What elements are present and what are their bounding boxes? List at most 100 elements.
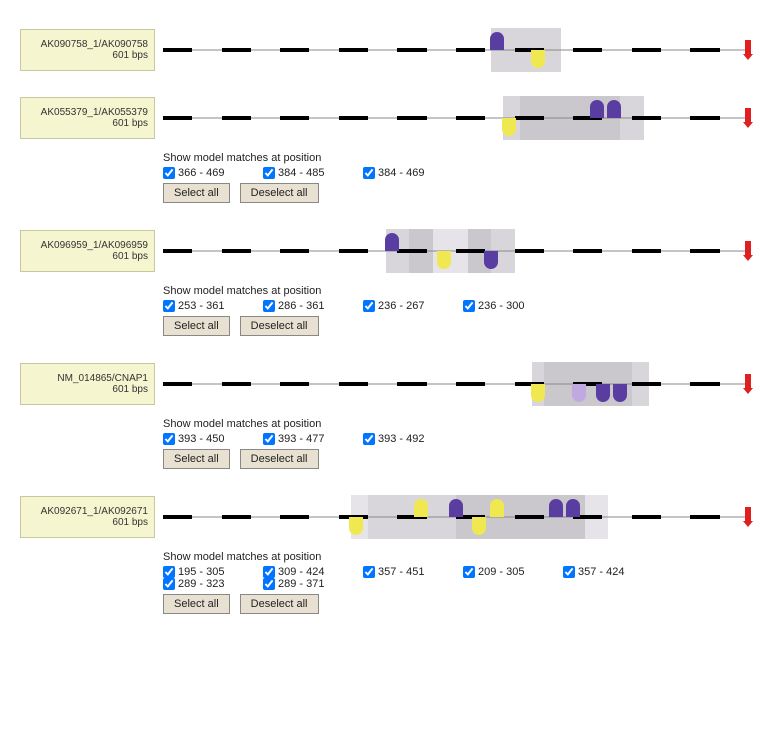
track-dash	[573, 48, 602, 52]
deselect-all-button[interactable]: Deselect all	[240, 316, 319, 336]
position-checkbox[interactable]: 289 - 371	[263, 578, 363, 590]
track-dash	[163, 249, 192, 253]
button-row: Select all Deselect all	[163, 183, 749, 203]
position-checkbox-input[interactable]	[263, 566, 275, 578]
feature-blob	[385, 233, 399, 251]
controls-header: Show model matches at position	[163, 285, 749, 297]
position-checkbox-input[interactable]	[263, 300, 275, 312]
feature-blob	[549, 499, 563, 517]
position-range-label: 286 - 361	[278, 300, 324, 312]
sequence-id: AK092671_1/AK092671	[41, 506, 148, 517]
position-checkbox-input[interactable]	[163, 300, 175, 312]
position-range-label: 236 - 267	[378, 300, 424, 312]
position-checkbox-input[interactable]	[263, 433, 275, 445]
sequence-bps: 601 bps	[112, 50, 148, 61]
position-checkbox-input[interactable]	[263, 578, 275, 590]
position-checkbox[interactable]: 286 - 361	[263, 300, 363, 312]
select-all-button[interactable]: Select all	[163, 316, 230, 336]
end-marker-icon	[743, 241, 753, 261]
position-checkbox[interactable]: 236 - 267	[363, 300, 463, 312]
position-checkbox-input[interactable]	[363, 300, 375, 312]
controls-header: Show model matches at position	[163, 551, 749, 563]
track-dash	[397, 48, 426, 52]
position-checkbox[interactable]: 253 - 361	[163, 300, 263, 312]
track-dash	[397, 249, 426, 253]
position-range-label: 289 - 371	[278, 578, 324, 590]
track-dash	[573, 249, 602, 253]
track-dash	[280, 48, 309, 52]
track-dash	[690, 48, 719, 52]
feature-blob	[531, 384, 545, 402]
track-dash	[222, 382, 251, 386]
position-checkbox[interactable]: 357 - 424	[563, 566, 663, 578]
position-checkbox[interactable]: 393 - 492	[363, 433, 463, 445]
position-checkbox-input[interactable]	[163, 566, 175, 578]
sequence-id: AK055379_1/AK055379	[41, 107, 148, 118]
position-range-label: 357 - 424	[578, 566, 624, 578]
track-dash	[456, 48, 485, 52]
controls-header: Show model matches at position	[163, 418, 749, 430]
position-checkbox-input[interactable]	[463, 300, 475, 312]
end-marker-icon	[743, 374, 753, 394]
position-checkbox[interactable]: 357 - 451	[363, 566, 463, 578]
feature-blob	[613, 384, 627, 402]
position-range-label: 236 - 300	[478, 300, 524, 312]
deselect-all-button[interactable]: Deselect all	[240, 449, 319, 469]
position-checkbox-input[interactable]	[163, 578, 175, 590]
track-dash	[397, 116, 426, 120]
select-all-button[interactable]: Select all	[163, 449, 230, 469]
track-dash	[515, 249, 544, 253]
sequence-entry: NM_014865/CNAP1601 bpsShow model matches…	[20, 354, 749, 479]
track-dash	[339, 48, 368, 52]
position-checkbox[interactable]: 393 - 477	[263, 433, 363, 445]
select-all-button[interactable]: Select all	[163, 183, 230, 203]
deselect-all-button[interactable]: Deselect all	[240, 594, 319, 614]
position-checkbox[interactable]: 195 - 305	[163, 566, 263, 578]
position-checkbox[interactable]: 209 - 305	[463, 566, 563, 578]
match-controls: Show model matches at position366 - 4693…	[163, 148, 749, 213]
position-checkbox-input[interactable]	[363, 167, 375, 179]
sequence-id: AK090758_1/AK090758	[41, 39, 148, 50]
position-checkbox-input[interactable]	[363, 433, 375, 445]
position-checkbox[interactable]: 236 - 300	[463, 300, 563, 312]
position-checkbox[interactable]: 309 - 424	[263, 566, 363, 578]
deselect-all-button[interactable]: Deselect all	[240, 183, 319, 203]
sequence-entry: AK090758_1/AK090758601 bps	[20, 20, 749, 80]
position-checkbox[interactable]: 366 - 469	[163, 167, 263, 179]
track-row: AK055379_1/AK055379601 bps	[20, 88, 749, 148]
position-checkbox[interactable]: 384 - 485	[263, 167, 363, 179]
track-dash	[690, 116, 719, 120]
position-checkbox-input[interactable]	[163, 433, 175, 445]
position-checkbox[interactable]: 384 - 469	[363, 167, 463, 179]
track-dash	[690, 249, 719, 253]
position-checkbox[interactable]: 289 - 323	[163, 578, 263, 590]
track-dash	[163, 515, 192, 519]
track-dash	[690, 515, 719, 519]
position-checkbox-input[interactable]	[163, 167, 175, 179]
track	[163, 221, 749, 281]
feature-blob	[531, 50, 545, 68]
checkbox-row: 366 - 469 384 - 485 384 - 469	[163, 167, 749, 179]
position-checkbox-input[interactable]	[463, 566, 475, 578]
position-range-label: 309 - 424	[278, 566, 324, 578]
position-checkbox[interactable]: 393 - 450	[163, 433, 263, 445]
sequence-bps: 601 bps	[112, 517, 148, 528]
position-checkbox-input[interactable]	[563, 566, 575, 578]
sequence-bps: 601 bps	[112, 384, 148, 395]
feature-blob	[596, 384, 610, 402]
track	[163, 354, 749, 414]
position-checkbox-input[interactable]	[363, 566, 375, 578]
track	[163, 487, 749, 547]
sequence-label: AK090758_1/AK090758601 bps	[20, 29, 155, 71]
track-dash	[280, 116, 309, 120]
position-checkbox-input[interactable]	[263, 167, 275, 179]
select-all-button[interactable]: Select all	[163, 594, 230, 614]
track-dash	[515, 116, 544, 120]
position-range-label: 393 - 492	[378, 433, 424, 445]
checkbox-row: 195 - 305 309 - 424 357 - 451209 - 305 357 …	[163, 566, 749, 590]
feature-blob	[607, 100, 621, 118]
track-dash	[280, 382, 309, 386]
feature-blob	[449, 499, 463, 517]
track-dash	[456, 382, 485, 386]
position-range-label: 384 - 485	[278, 167, 324, 179]
